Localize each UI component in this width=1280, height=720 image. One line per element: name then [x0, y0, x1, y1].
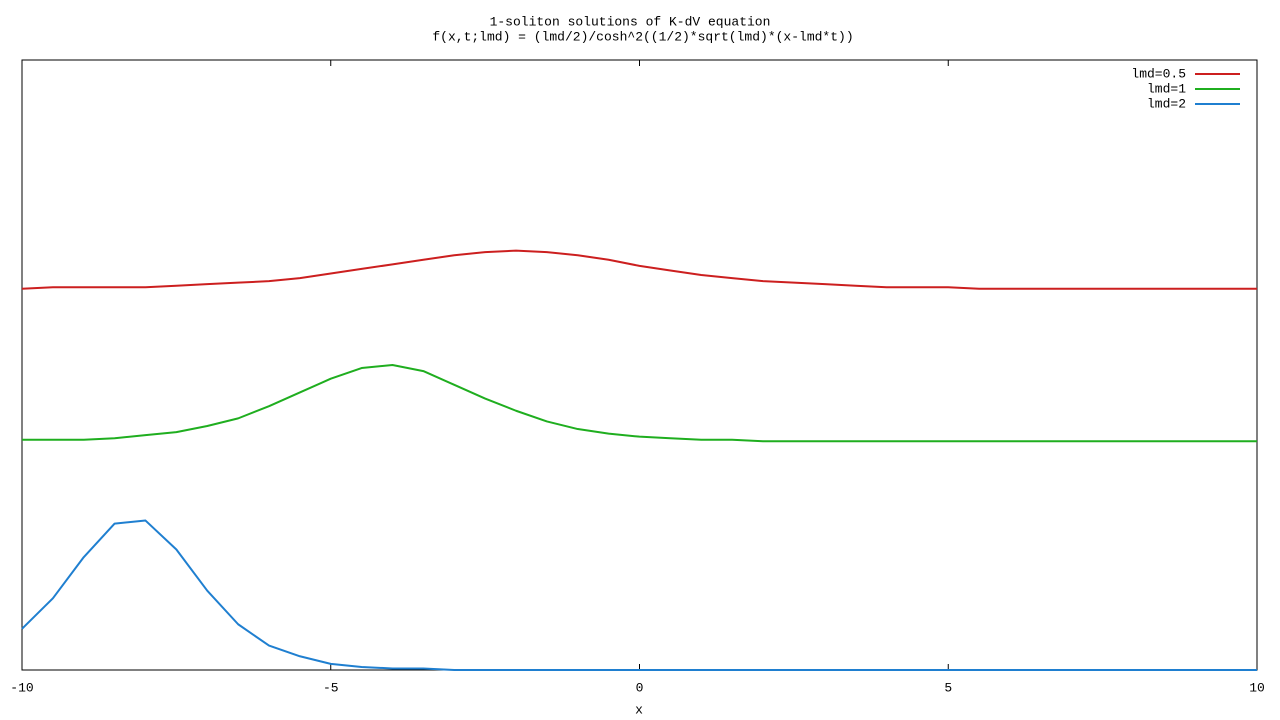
legend-label: lmd=1	[1147, 81, 1186, 96]
plot-frame	[21, 59, 1258, 671]
series-line	[21, 519, 1257, 671]
series-line	[21, 249, 1257, 290]
chart-subtitle: f(x,t;lmd) = (lmd/2)/cosh^2((1/2)*sqrt(l…	[432, 29, 853, 44]
legend-label: lmd=0.5	[1131, 66, 1186, 81]
x-tick-label: 0	[636, 680, 644, 695]
chart-title: 1-soliton solutions of K-dV equation	[490, 14, 771, 29]
legend-label: lmd=2	[1147, 96, 1186, 111]
x-tick-label: 10	[1249, 680, 1265, 695]
series-line	[22, 364, 1257, 443]
x-tick-label: -5	[323, 680, 339, 695]
x-tick-label: 5	[944, 680, 952, 695]
x-axis-label: x	[635, 702, 643, 717]
x-tick-label: -10	[10, 680, 33, 695]
